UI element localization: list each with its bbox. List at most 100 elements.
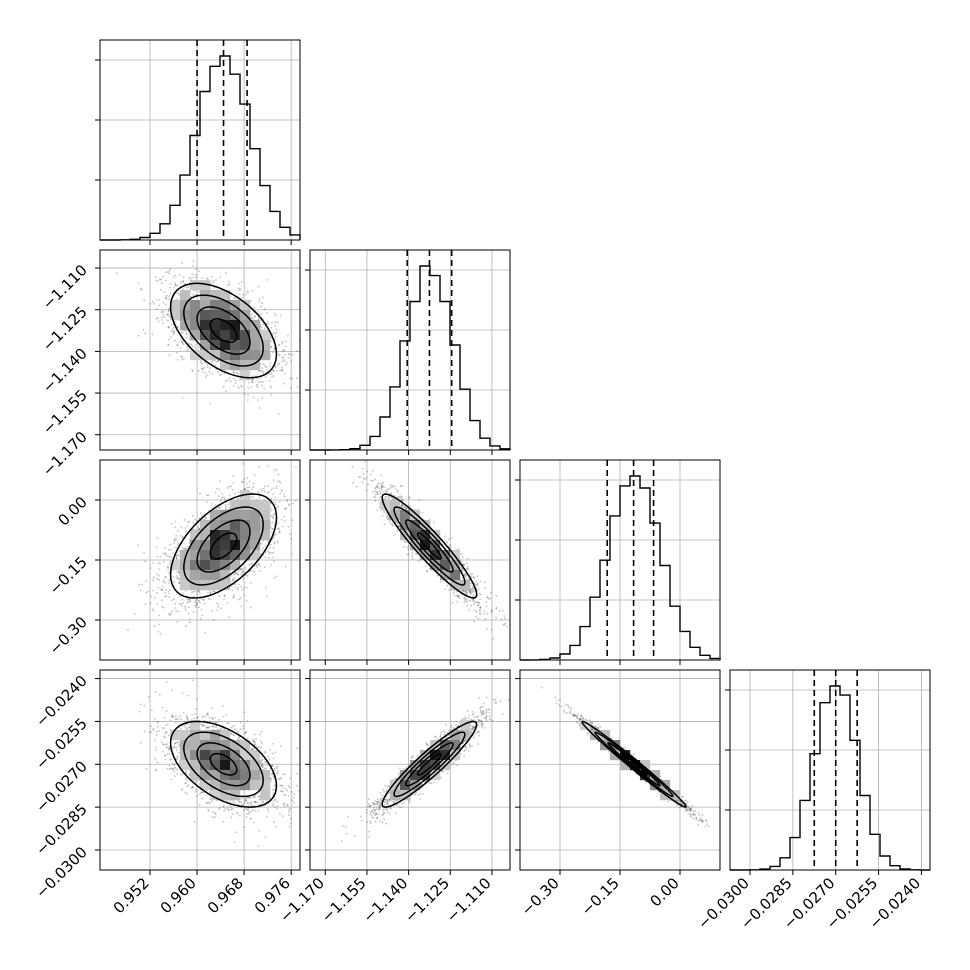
scatter-point bbox=[374, 803, 377, 805]
scatter-point bbox=[262, 363, 264, 365]
density-cell bbox=[200, 520, 211, 531]
scatter-point bbox=[161, 599, 164, 602]
scatter-point bbox=[462, 718, 465, 721]
scatter-point bbox=[200, 723, 203, 726]
density-cell bbox=[170, 310, 181, 321]
scatter-point bbox=[283, 358, 285, 361]
scatter-point bbox=[137, 334, 140, 337]
scatter-point bbox=[396, 490, 399, 493]
scatter-point bbox=[402, 504, 405, 507]
scatter-point bbox=[178, 578, 181, 581]
contour-0.5sigma bbox=[209, 532, 238, 560]
density-cell bbox=[190, 580, 201, 591]
scatter-point bbox=[194, 601, 196, 603]
scatter-point bbox=[209, 367, 212, 370]
scatter-point bbox=[252, 740, 255, 743]
scatter-point bbox=[237, 570, 240, 572]
scatter-point bbox=[443, 731, 446, 733]
scatter-point bbox=[229, 804, 232, 807]
scatter-point bbox=[144, 332, 147, 335]
density-cell bbox=[390, 790, 401, 801]
scatter-point bbox=[480, 713, 483, 715]
contour-1sigma bbox=[196, 306, 251, 355]
scatter-point bbox=[169, 758, 172, 761]
scatter-point bbox=[376, 484, 379, 487]
scatter-point bbox=[168, 555, 171, 558]
scatter-point bbox=[474, 583, 477, 585]
scatter-point bbox=[462, 740, 465, 743]
density-cell bbox=[250, 780, 261, 791]
scatter-point bbox=[283, 794, 286, 796]
scatter-point bbox=[172, 716, 175, 719]
density-cell bbox=[180, 730, 191, 741]
scatter-point bbox=[188, 621, 191, 623]
scatter-point bbox=[173, 333, 175, 336]
scatter-point bbox=[167, 590, 170, 593]
density-cell bbox=[380, 500, 391, 511]
scatter-point bbox=[223, 497, 226, 499]
scatter-point bbox=[154, 757, 157, 760]
scatter-point bbox=[198, 803, 201, 806]
scatter-point bbox=[176, 325, 179, 328]
density-cell bbox=[450, 560, 461, 571]
scatter-point bbox=[262, 370, 265, 373]
density-cell bbox=[430, 760, 441, 771]
scatter-point bbox=[211, 372, 214, 375]
scatter-point bbox=[279, 481, 282, 484]
scatter-point bbox=[492, 698, 495, 701]
scatter-point bbox=[381, 484, 384, 487]
scatter-point bbox=[201, 277, 204, 279]
density-cell bbox=[220, 290, 231, 301]
scatter-point bbox=[381, 485, 383, 488]
scatter-point bbox=[479, 598, 481, 600]
contour-1.5sigma bbox=[183, 294, 264, 367]
scatter-point bbox=[480, 722, 483, 725]
scatter-point bbox=[206, 713, 209, 716]
scatter-point bbox=[285, 507, 288, 509]
scatter-point bbox=[242, 571, 244, 573]
scatter-point bbox=[386, 808, 389, 811]
scatter-point bbox=[414, 552, 417, 555]
scatter-point bbox=[243, 732, 246, 735]
scatter-point bbox=[162, 552, 165, 554]
scatter-point bbox=[245, 730, 248, 733]
scatter-point bbox=[214, 812, 217, 814]
scatter-point bbox=[211, 800, 214, 803]
scatter-point bbox=[208, 725, 211, 728]
scatter-point bbox=[374, 809, 376, 812]
scatter-point bbox=[258, 407, 261, 409]
scatter-point bbox=[177, 571, 180, 574]
scatter-point bbox=[260, 759, 263, 762]
scatter-point bbox=[253, 821, 255, 824]
scatter-point bbox=[252, 738, 255, 741]
scatter-point bbox=[253, 740, 255, 743]
scatter-point bbox=[262, 372, 265, 375]
scatter-point bbox=[168, 768, 171, 771]
scatter-point bbox=[156, 317, 159, 320]
scatter-point bbox=[461, 741, 464, 744]
scatter-point bbox=[180, 535, 183, 537]
scatter-point bbox=[381, 797, 383, 800]
scatter-point bbox=[402, 801, 405, 804]
scatter-point bbox=[229, 380, 232, 383]
scatter-point bbox=[185, 782, 187, 784]
scatter-point bbox=[467, 567, 469, 570]
scatter-point bbox=[282, 790, 284, 793]
scatter-point bbox=[388, 487, 390, 490]
scatter-point bbox=[181, 397, 184, 399]
scatter-point bbox=[178, 273, 181, 276]
scatter-point bbox=[172, 276, 175, 279]
scatter-point bbox=[426, 743, 429, 746]
scatter-point bbox=[188, 598, 191, 601]
scatter-point bbox=[395, 521, 398, 523]
scatter-point bbox=[220, 607, 222, 609]
scatter-point bbox=[470, 728, 473, 731]
density-cell bbox=[250, 330, 261, 341]
scatter-point bbox=[161, 589, 163, 592]
scatter-point bbox=[139, 741, 142, 744]
scatter-point bbox=[164, 755, 167, 757]
scatter-point bbox=[181, 536, 184, 539]
scatter-point bbox=[180, 603, 182, 605]
density-cell bbox=[230, 300, 241, 311]
scatter-point bbox=[184, 791, 187, 794]
